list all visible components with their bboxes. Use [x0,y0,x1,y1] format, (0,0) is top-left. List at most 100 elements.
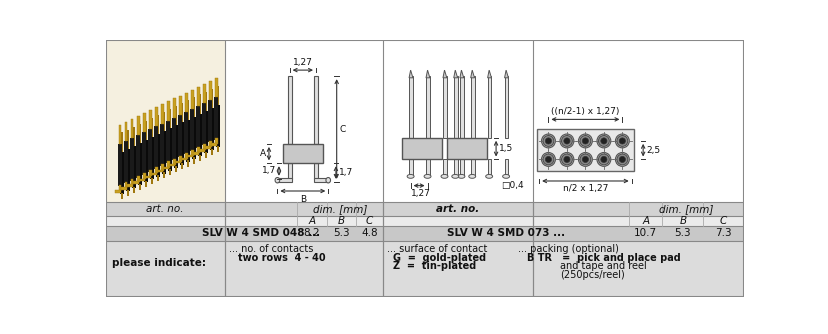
Bar [216,105,219,147]
Bar [169,109,171,128]
Circle shape [616,154,627,165]
Bar [383,40,532,202]
Bar [121,133,123,152]
Bar [180,123,184,165]
Bar [185,112,188,154]
Bar [168,128,171,171]
Bar [121,192,123,199]
Circle shape [542,154,553,165]
Bar [426,76,430,138]
Text: SLV W 4 SMD 048 ...: SLV W 4 SMD 048 ... [201,228,320,238]
Bar [537,129,633,171]
Text: 7.3: 7.3 [715,228,731,238]
Ellipse shape [485,174,492,178]
Bar [125,182,128,188]
Bar [460,159,463,176]
Bar [426,159,430,176]
Bar [442,159,446,176]
Bar [217,86,219,105]
Bar [105,241,744,297]
Bar [215,78,217,97]
Bar [121,187,127,190]
Bar [487,159,491,176]
Text: C: C [720,216,726,226]
Circle shape [581,156,588,163]
Bar [288,76,291,144]
Bar [224,40,383,202]
Bar [145,181,147,187]
Text: B TR   =  pick and place pad: B TR = pick and place pad [527,253,680,263]
Bar [487,76,491,138]
Bar [145,176,151,178]
Bar [453,159,457,176]
Text: 1,27: 1,27 [292,58,312,67]
Bar [210,149,213,155]
Bar [197,87,200,106]
Bar [172,118,176,160]
Bar [205,146,211,149]
Ellipse shape [440,174,447,178]
Circle shape [542,136,553,146]
Bar [148,129,152,172]
Bar [132,187,135,193]
Polygon shape [460,70,463,78]
Bar [132,181,139,184]
Bar [186,100,189,120]
Ellipse shape [457,174,465,178]
Text: please indicate:: please indicate: [112,258,205,268]
Bar [173,159,176,165]
Bar [127,184,133,187]
Bar [199,155,201,161]
Circle shape [614,153,628,166]
Bar [214,97,218,140]
Bar [504,76,508,138]
Bar [105,216,744,226]
Polygon shape [408,70,412,78]
Bar [199,149,205,152]
Bar [193,98,195,117]
Bar [453,76,457,138]
Bar [137,176,139,182]
Text: 1,27: 1,27 [410,189,430,198]
Circle shape [541,153,555,166]
Circle shape [581,138,588,144]
Circle shape [600,156,606,163]
Circle shape [614,134,628,148]
Bar [470,159,474,176]
Bar [470,76,474,138]
Bar [105,40,224,202]
Bar [504,159,508,176]
Bar [282,144,322,163]
Ellipse shape [275,178,279,183]
Bar [203,144,205,150]
Text: B: B [300,195,306,204]
Text: two rows  4 - 40: two rows 4 - 40 [238,253,325,263]
Bar [132,127,135,146]
Circle shape [560,134,573,148]
Circle shape [580,136,590,146]
Polygon shape [442,70,446,78]
Bar [532,40,744,202]
Circle shape [600,138,606,144]
Circle shape [596,153,610,166]
Bar [131,179,133,185]
Bar [156,115,159,134]
Bar [115,190,121,192]
Bar [185,153,187,159]
Bar [126,149,130,191]
Circle shape [560,153,573,166]
Text: C: C [365,216,373,226]
Bar [198,114,202,156]
Circle shape [580,154,590,165]
Text: and tape and reel: and tape and reel [560,262,646,272]
Bar [277,178,291,182]
Text: 5.3: 5.3 [333,228,349,238]
Ellipse shape [468,174,475,178]
Bar [161,104,163,124]
Circle shape [619,138,624,144]
Text: 10.7: 10.7 [633,228,657,238]
Bar [137,116,139,135]
Ellipse shape [407,174,413,178]
Bar [209,81,211,100]
Bar [156,175,159,181]
